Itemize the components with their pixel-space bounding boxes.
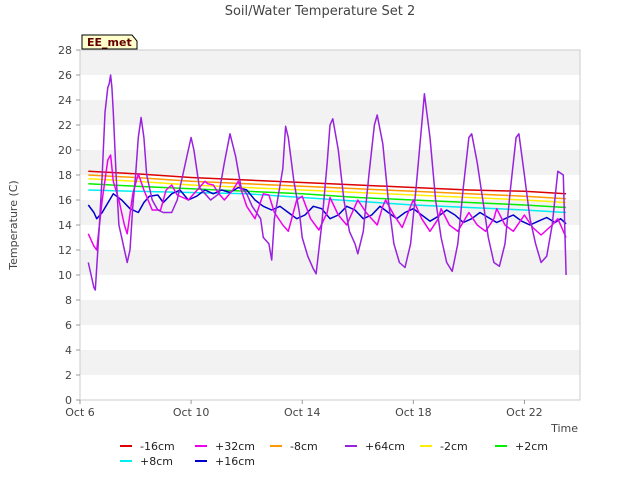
chart-title: Soil/Water Temperature Set 2	[225, 4, 416, 19]
grid-band	[80, 150, 580, 175]
y-tick-label: 28	[58, 44, 72, 57]
x-tick-label: Oct 14	[284, 406, 321, 419]
y-tick-label: 8	[65, 294, 72, 307]
y-tick-label: 0	[65, 394, 72, 407]
grid-band	[80, 350, 580, 375]
legend-label: -8cm	[290, 440, 318, 453]
y-axis-label: Temperature (C)	[7, 180, 20, 270]
series-line-+2cm	[88, 183, 567, 209]
series-line--8cm	[88, 174, 567, 200]
legend: -16cm +32cm -8cm +64cm -2cm +2cm +8cm +16cm	[120, 440, 548, 468]
y-tick-label: 22	[58, 119, 72, 132]
series-line--2cm	[88, 178, 567, 204]
x-tick-label: Oct 18	[395, 406, 432, 419]
y-tick-label: 24	[58, 94, 72, 107]
x-axis-ticks: Oct 6 Oct 10 Oct 14 Oct 18 Oct 22	[65, 400, 543, 419]
legend-label: +16cm	[215, 455, 255, 468]
site-badge: EE_met	[81, 34, 138, 50]
grid-band	[80, 100, 580, 125]
plot-lines	[87, 74, 567, 291]
legend-label: +8cm	[140, 455, 173, 468]
site-badge-label: EE_met	[87, 36, 132, 49]
series-line-+16cm	[87, 186, 567, 226]
grid-band	[80, 300, 580, 325]
y-tick-label: 12	[58, 244, 72, 257]
x-axis-label: Time	[550, 422, 578, 435]
x-tick-label: Oct 22	[506, 406, 543, 419]
grid-band	[80, 250, 580, 275]
site-badge-box	[81, 34, 138, 50]
legend-label: -2cm	[440, 440, 468, 453]
x-tick-label: Oct 6	[65, 406, 95, 419]
legend-label: +64cm	[365, 440, 405, 453]
y-tick-label: 18	[58, 169, 72, 182]
grid-band	[80, 50, 580, 75]
y-tick-label: 4	[65, 344, 72, 357]
y-tick-label: 16	[58, 194, 72, 207]
grid-bands	[80, 50, 580, 375]
legend-label: +2cm	[515, 440, 548, 453]
y-tick-label: 6	[65, 319, 72, 332]
series-line--16cm	[88, 170, 567, 195]
x-tick-label: Oct 10	[173, 406, 210, 419]
y-tick-label: 26	[58, 69, 72, 82]
series-line-+64cm	[87, 74, 567, 291]
y-tick-label: 2	[65, 369, 72, 382]
y-tick-label: 10	[58, 269, 72, 282]
y-tick-label: 20	[58, 144, 72, 157]
legend-label: -16cm	[140, 440, 175, 453]
legend-label: +32cm	[215, 440, 255, 453]
y-tick-label: 14	[58, 219, 72, 232]
